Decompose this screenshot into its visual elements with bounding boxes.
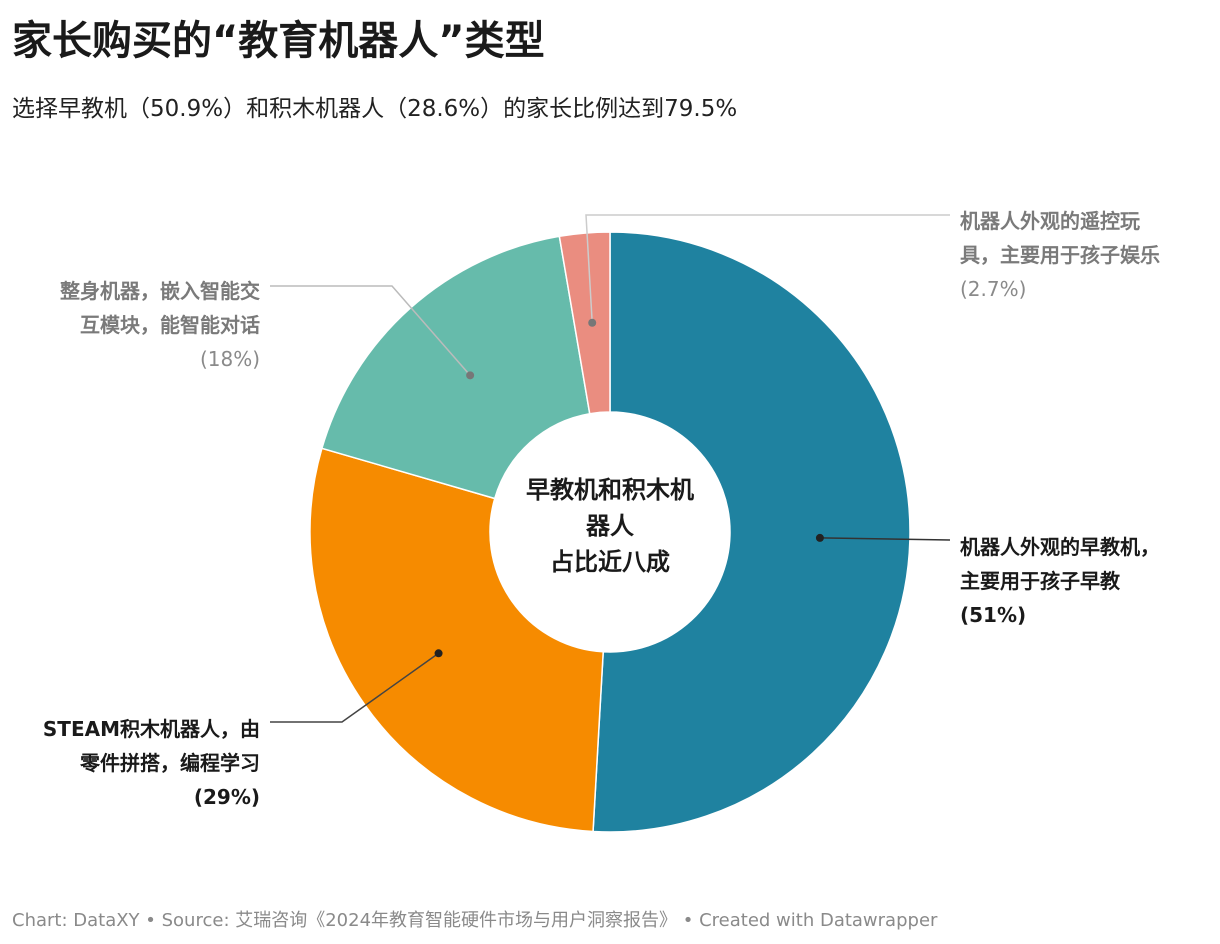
- slice-remote-toy: [558, 231, 611, 415]
- slice-smart-robot: [320, 235, 591, 500]
- leader-line-remote-toy: [585, 214, 950, 323]
- donut-center-label: 早教机和积木机 器人 占比近八成: [492, 472, 728, 580]
- slice-label-steam-blocks: STEAM积木机器人，由 零件拼搭，编程学习 (29%): [43, 712, 260, 814]
- slice-label-early-education: 机器人外观的早教机， 主要用于孩子早教 (51%): [960, 530, 1160, 632]
- slice-label-early-education-percent: (51%): [960, 603, 1027, 627]
- leader-dot-smart-robot: [466, 371, 475, 380]
- slice-label-smart-robot-line-1: 整身机器，嵌入智能交: [60, 279, 260, 303]
- leader-line-smart-robot: [270, 285, 471, 376]
- slice-label-steam-blocks-line-1: STEAM积木机器人，由: [42, 717, 260, 741]
- leader-dot-remote-toy: [588, 318, 597, 327]
- slice-label-early-education-line-1: 机器人外观的早教机，: [960, 535, 1160, 559]
- leader-dot-early-education: [815, 533, 824, 542]
- slice-early-education: [592, 231, 911, 833]
- leader-line-steam-blocks: [270, 652, 440, 723]
- donut-chart: [270, 214, 951, 833]
- leader-dot-steam-blocks: [434, 649, 443, 658]
- slice-label-remote-toy: 机器人外观的遥控玩 具，主要用于孩子娱乐 (2.7%): [960, 204, 1160, 306]
- chart-subtitle: 选择早教机（50.9%）和积木机器人（28.6%）的家长比例达到79.5%: [12, 96, 738, 122]
- chart-title: 家长购买的“教育机器人”类型: [12, 18, 545, 64]
- slice-label-remote-toy-line-1: 机器人外观的遥控玩: [960, 209, 1140, 233]
- slice-label-smart-robot-line-2: 互模块，能智能对话: [80, 313, 260, 337]
- slice-steam-blocks: [309, 447, 605, 833]
- leader-lines-layer: [270, 214, 951, 723]
- slice-label-smart-robot-percent: (18%): [199, 347, 260, 371]
- slice-label-steam-blocks-percent: (29%): [193, 785, 260, 809]
- slice-label-smart-robot: 整身机器，嵌入智能交 互模块，能智能对话 (18%): [60, 274, 260, 376]
- center-label-line-1: 早教机和积木机: [526, 476, 694, 504]
- slices-layer: [309, 231, 911, 833]
- center-label-line-3: 占比近八成: [550, 548, 670, 576]
- leader-line-early-education: [819, 537, 951, 541]
- center-label-line-2: 器人: [586, 512, 634, 540]
- slice-label-early-education-line-2: 主要用于孩子早教: [960, 569, 1120, 593]
- slice-label-steam-blocks-line-2: 零件拼搭，编程学习: [80, 751, 260, 775]
- chart-footer: Chart: DataXY • Source: 艾瑞咨询《2024年教育智能硬件…: [12, 910, 938, 931]
- slice-label-remote-toy-line-2: 具，主要用于孩子娱乐: [960, 243, 1160, 267]
- slice-label-remote-toy-percent: (2.7%): [960, 277, 1027, 301]
